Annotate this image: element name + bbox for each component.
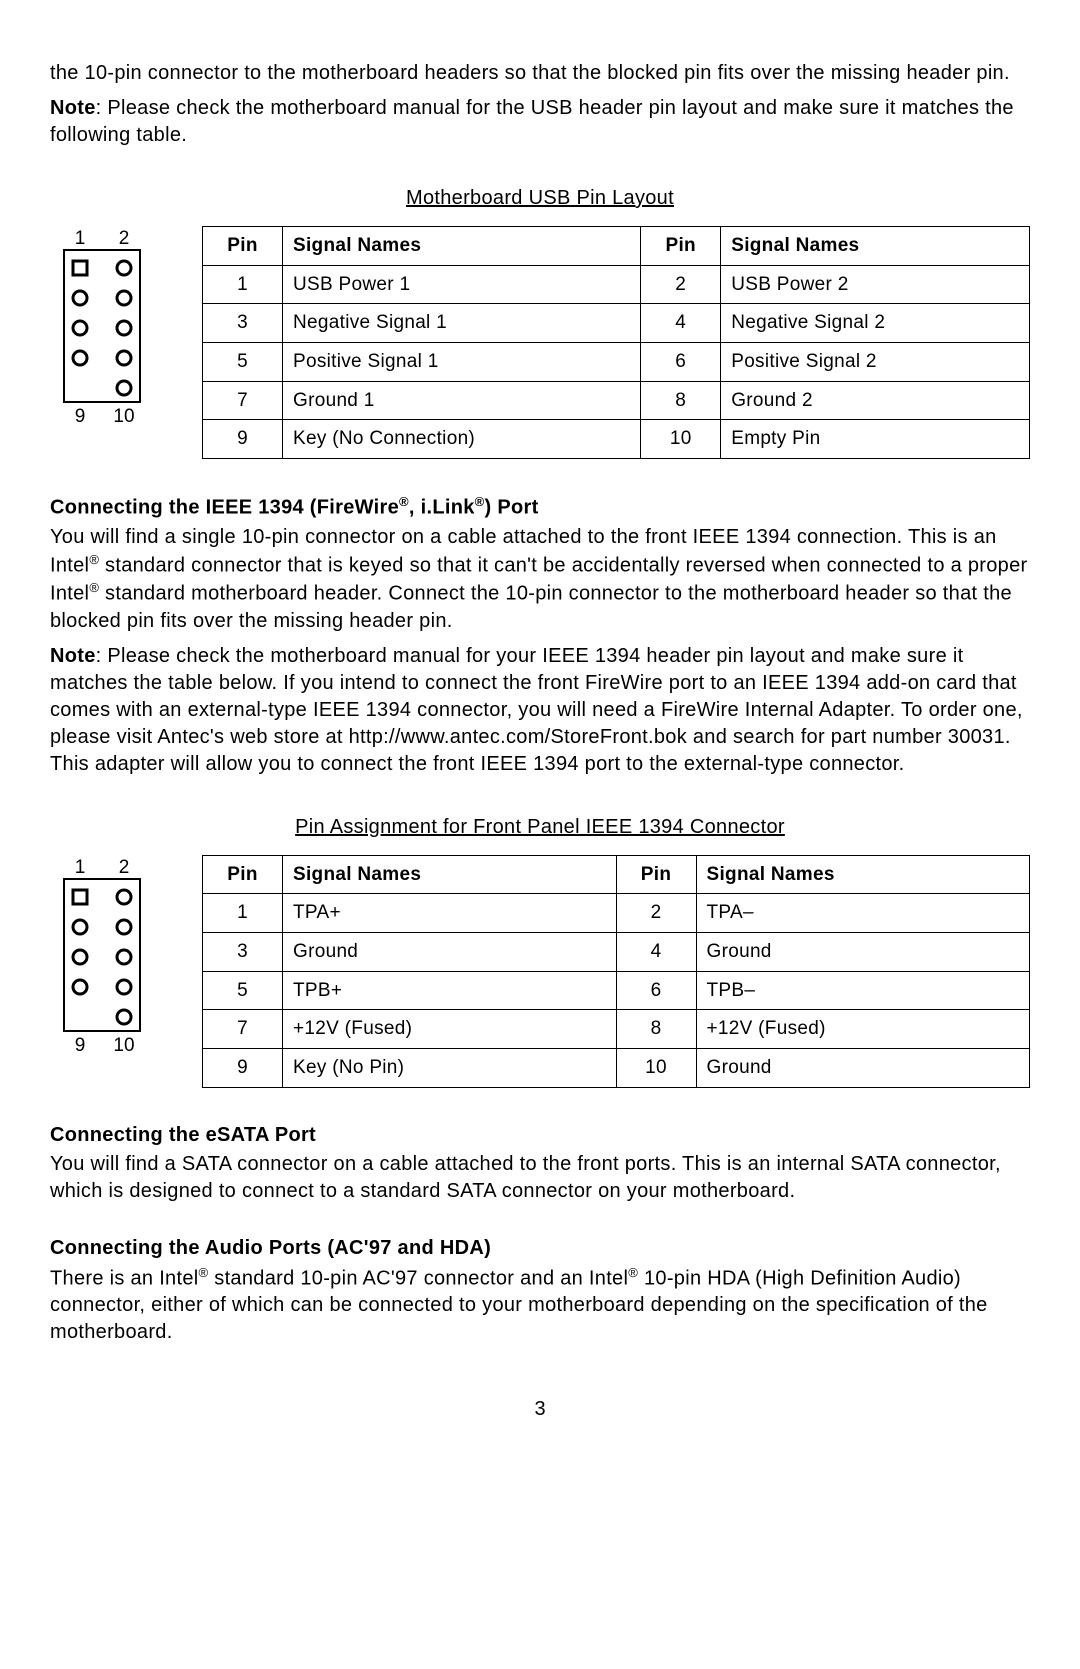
ieee-table-body: 1TPA+2TPA–3Ground4Ground5TPB+6TPB–7+12V … — [203, 894, 1030, 1087]
svg-text:2: 2 — [119, 228, 130, 249]
cell-signal: Positive Signal 1 — [283, 342, 641, 381]
svg-text:2: 2 — [119, 857, 130, 878]
cell-pin: 8 — [616, 1010, 696, 1049]
table-header-row: Pin Signal Names Pin Signal Names — [203, 855, 1030, 894]
cell-pin: 3 — [203, 933, 283, 972]
intro-note: Note: Please check the motherboard manua… — [50, 95, 1030, 149]
esata-heading: Connecting the eSATA Port — [50, 1122, 1030, 1149]
cell-pin: 2 — [641, 265, 721, 304]
cell-signal: USB Power 1 — [283, 265, 641, 304]
cell-pin: 1 — [203, 265, 283, 304]
table-row: 1USB Power 12USB Power 2 — [203, 265, 1030, 304]
usb-table-title: Motherboard USB Pin Layout — [50, 185, 1030, 212]
table-row: 7Ground 18Ground 2 — [203, 381, 1030, 420]
cell-signal: USB Power 2 — [721, 265, 1030, 304]
ieee-table-title: Pin Assignment for Front Panel IEEE 1394… — [50, 814, 1030, 841]
th-signal: Signal Names — [283, 855, 617, 894]
ieee1394-heading: Connecting the IEEE 1394 (FireWire®, i.L… — [50, 493, 1030, 522]
page-number: 3 — [50, 1396, 1030, 1423]
esata-paragraph: You will find a SATA connector on a cabl… — [50, 1151, 1030, 1205]
th-signal: Signal Names — [696, 855, 1030, 894]
th-signal: Signal Names — [721, 227, 1030, 266]
cell-signal: Empty Pin — [721, 420, 1030, 459]
cell-signal: +12V (Fused) — [283, 1010, 617, 1049]
table-row: 9Key (No Connection)10Empty Pin — [203, 420, 1030, 459]
cell-pin: 3 — [203, 304, 283, 343]
cell-signal: TPA– — [696, 894, 1030, 933]
table-row: 5Positive Signal 16Positive Signal 2 — [203, 342, 1030, 381]
cell-signal: TPB– — [696, 971, 1030, 1010]
cell-pin: 10 — [616, 1049, 696, 1088]
cell-signal: Negative Signal 2 — [721, 304, 1030, 343]
cell-pin: 8 — [641, 381, 721, 420]
th-signal: Signal Names — [283, 227, 641, 266]
cell-pin: 2 — [616, 894, 696, 933]
cell-pin: 6 — [616, 971, 696, 1010]
ieee-table-section: 1 2 9 10 Pin Signal Names Pin Signal Nam… — [50, 855, 1030, 1088]
cell-pin: 5 — [203, 342, 283, 381]
intro-paragraph: the 10-pin connector to the motherboard … — [50, 60, 1030, 87]
note-label: Note — [50, 97, 96, 119]
svg-text:10: 10 — [113, 1035, 134, 1055]
ieee1394-note: Note: Please check the motherboard manua… — [50, 643, 1030, 778]
cell-pin: 7 — [203, 381, 283, 420]
table-row: 1TPA+2TPA– — [203, 894, 1030, 933]
table-row: 5TPB+6TPB– — [203, 971, 1030, 1010]
cell-pin: 9 — [203, 1049, 283, 1088]
table-row: 3Ground4Ground — [203, 933, 1030, 972]
cell-pin: 9 — [203, 420, 283, 459]
svg-text:1: 1 — [75, 857, 86, 878]
usb-table-body: 1USB Power 12USB Power 23Negative Signal… — [203, 265, 1030, 458]
th-pin: Pin — [616, 855, 696, 894]
ieee-pin-table: Pin Signal Names Pin Signal Names 1TPA+2… — [202, 855, 1030, 1088]
th-pin: Pin — [203, 227, 283, 266]
cell-signal: Ground — [696, 933, 1030, 972]
cell-signal: Key (No Connection) — [283, 420, 641, 459]
svg-text:9: 9 — [75, 1035, 86, 1055]
audio-heading: Connecting the Audio Ports (AC'97 and HD… — [50, 1235, 1030, 1262]
cell-signal: Key (No Pin) — [283, 1049, 617, 1088]
cell-signal: Ground 2 — [721, 381, 1030, 420]
cell-signal: Ground 1 — [283, 381, 641, 420]
audio-paragraph: There is an Intel® standard 10-pin AC'97… — [50, 1264, 1030, 1347]
usb-pin-table: Pin Signal Names Pin Signal Names 1USB P… — [202, 226, 1030, 459]
cell-pin: 5 — [203, 971, 283, 1010]
svg-text:10: 10 — [113, 406, 134, 426]
table-row: 9Key (No Pin)10Ground — [203, 1049, 1030, 1088]
usb-pin-diagram: 1 2 9 10 — [50, 226, 160, 426]
th-pin: Pin — [203, 855, 283, 894]
table-row: 7+12V (Fused)8+12V (Fused) — [203, 1010, 1030, 1049]
cell-signal: Ground — [696, 1049, 1030, 1088]
cell-signal: TPA+ — [283, 894, 617, 933]
cell-signal: Ground — [283, 933, 617, 972]
svg-text:9: 9 — [75, 406, 86, 426]
usb-table-section: 1 2 9 10 Pin Signal Names Pin Signal Nam… — [50, 226, 1030, 459]
cell-pin: 6 — [641, 342, 721, 381]
svg-text:1: 1 — [75, 228, 86, 249]
cell-pin: 4 — [641, 304, 721, 343]
note-label: Note — [50, 645, 96, 667]
table-header-row: Pin Signal Names Pin Signal Names — [203, 227, 1030, 266]
cell-pin: 1 — [203, 894, 283, 933]
cell-signal: +12V (Fused) — [696, 1010, 1030, 1049]
ieee1394-paragraph: You will find a single 10-pin connector … — [50, 524, 1030, 635]
cell-signal: TPB+ — [283, 971, 617, 1010]
cell-signal: Negative Signal 1 — [283, 304, 641, 343]
cell-pin: 4 — [616, 933, 696, 972]
th-pin: Pin — [641, 227, 721, 266]
cell-pin: 10 — [641, 420, 721, 459]
ieee-pin-diagram: 1 2 9 10 — [50, 855, 160, 1055]
note-text: : Please check the motherboard manual fo… — [50, 645, 1023, 775]
cell-pin: 7 — [203, 1010, 283, 1049]
cell-signal: Positive Signal 2 — [721, 342, 1030, 381]
table-row: 3Negative Signal 14Negative Signal 2 — [203, 304, 1030, 343]
note-text: : Please check the motherboard manual fo… — [50, 97, 1014, 146]
